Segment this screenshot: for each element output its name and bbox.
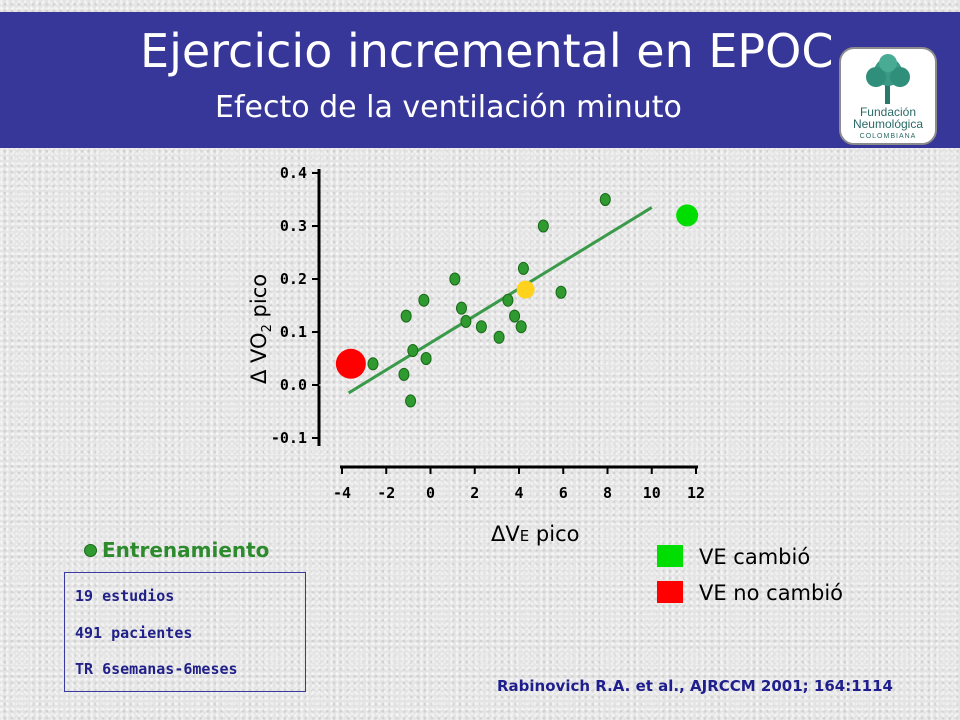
y-tick-label: 0.0 [280,376,307,394]
header-bar [0,12,960,148]
ve-changed-point [676,204,699,227]
x-tick-label: 6 [559,484,568,502]
y-axis-label: Δ VO2 pico [247,274,275,384]
study-point [398,367,410,381]
study-point [460,314,472,328]
x-tick-label: 12 [687,484,705,502]
study-point [455,301,467,315]
x-tick-label: 4 [514,484,523,502]
logo-line-1: Fundación [860,105,916,119]
x-tick-label: -4 [333,484,351,502]
study-point [515,320,527,334]
study-point [509,309,521,323]
y-tick-label: 0.4 [280,164,307,182]
y-tick-label: 0.2 [280,270,307,288]
study-point [475,320,487,334]
x-tick-label: -2 [377,484,395,502]
study-point [502,293,514,307]
study-point [517,261,529,275]
study-point [420,352,432,365]
x-tick-label: 2 [470,484,479,502]
key-label-changed: VE cambió [699,545,811,569]
x-tick-label: 10 [643,484,661,502]
page-title: Ejercicio incremental en EPOC [140,24,834,78]
study-point [493,330,505,344]
study-point [599,193,611,206]
trend-line [347,206,653,395]
info-studies: 19 estudios [75,587,175,605]
tree-icon [866,54,910,104]
logo-line-2: Neumológica [853,117,923,131]
study-point [449,272,461,286]
study-point [418,293,430,307]
key-red-swatch [657,581,683,603]
training-dot-icon [84,544,97,557]
x-tick-label: 0 [426,484,435,502]
study-point [405,394,417,408]
y-tick-label: -0.1 [271,429,307,447]
training-legend-title: Entrenamiento [102,538,270,562]
study-point [407,344,419,358]
x-tick-label: 8 [603,484,612,502]
key-green-swatch [657,545,683,567]
ve-unchanged-point [335,348,366,379]
logo-line-3: COLOMBIANA [860,133,917,140]
y-tick-label: 0.3 [280,217,307,235]
y-tick-label: 0.1 [280,323,307,341]
highlight-point [516,280,535,299]
study-point [537,219,549,233]
info-patients: 491 pacientes [75,624,193,642]
fundacion-neumologica-logo: Fundación Neumológica COLOMBIANA [839,47,937,145]
key-label-unchanged: VE no cambió [699,581,844,605]
page-subtitle: Efecto de la ventilación minuto [215,90,682,125]
study-info-box: 19 estudios 491 pacientes TR 6semanas-6m… [64,572,306,692]
study-point [400,309,412,323]
x-axis-label: ΔVE pico [491,522,579,546]
info-duration: TR 6semanas-6meses [75,660,238,678]
study-point [555,285,567,299]
citation: Rabinovich R.A. et al., AJRCCM 2001; 164… [497,677,893,695]
study-point [367,357,379,371]
